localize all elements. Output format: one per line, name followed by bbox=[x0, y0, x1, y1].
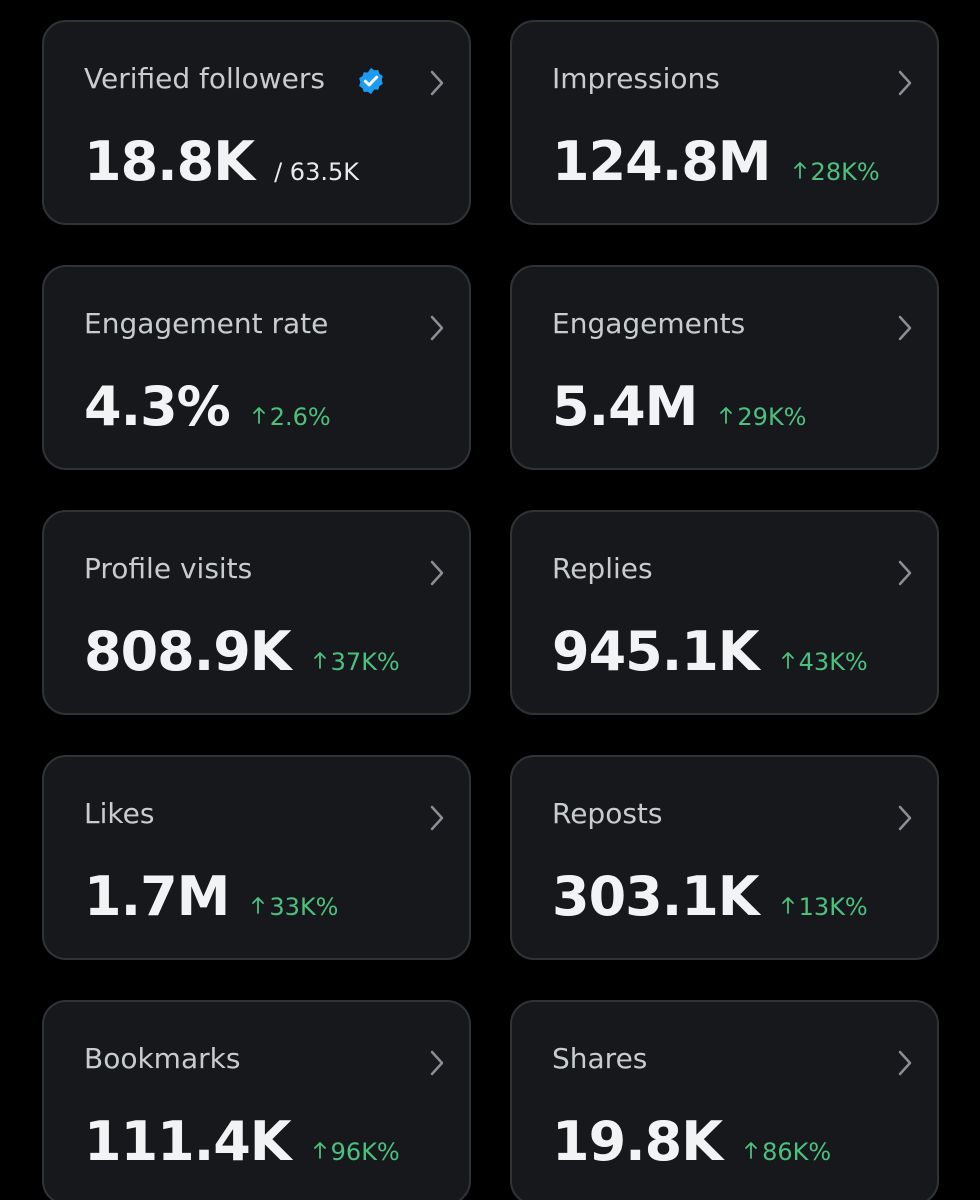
chevron-icon bbox=[898, 560, 912, 586]
metric-label: Shares bbox=[552, 1042, 648, 1075]
metric-total: / 63.5K bbox=[274, 158, 359, 186]
change-text: 86K% bbox=[762, 1138, 832, 1166]
metric-value: 303.1K bbox=[552, 865, 760, 928]
up-arrow-icon bbox=[745, 1142, 757, 1159]
change-text: 2.6% bbox=[269, 403, 331, 431]
metric-row: 303.1K 13K% bbox=[552, 865, 868, 928]
change-text: 43K% bbox=[798, 648, 868, 676]
metric-row: 945.1K 43K% bbox=[552, 620, 868, 683]
metric-card[interactable]: Engagements 5.4M 29K% bbox=[510, 265, 939, 470]
metric-change: 29K% bbox=[719, 403, 807, 431]
up-arrow-icon bbox=[793, 162, 806, 179]
up-arrow-icon bbox=[313, 652, 326, 669]
metric-card[interactable]: Bookmarks 111.4K 96K% bbox=[42, 1000, 471, 1200]
metric-change: 86K% bbox=[744, 1138, 831, 1166]
metric-row: 4.3% 2.6% bbox=[84, 375, 331, 438]
metric-change: 2.6% bbox=[252, 403, 331, 431]
chevron-icon bbox=[430, 1050, 444, 1076]
chevron-icon bbox=[430, 315, 444, 341]
metric-card[interactable]: Profile visits 808.9K 37K% bbox=[42, 510, 471, 715]
metric-value: 945.1K bbox=[552, 620, 760, 683]
metric-row: 18.8K / 63.5K bbox=[84, 130, 359, 193]
chevron-icon bbox=[898, 70, 912, 96]
metric-change: 13K% bbox=[781, 893, 868, 921]
metric-value: 111.4K bbox=[84, 1110, 292, 1173]
metric-change: 43K% bbox=[781, 648, 868, 676]
metric-change: 37K% bbox=[313, 648, 400, 676]
metric-label: Reposts bbox=[552, 797, 663, 830]
metric-row: 124.8M 28K% bbox=[552, 130, 880, 193]
metric-change: 33K% bbox=[251, 893, 339, 921]
chevron-icon bbox=[898, 805, 912, 831]
up-arrow-icon bbox=[313, 1142, 326, 1159]
up-arrow-icon bbox=[252, 407, 265, 424]
up-arrow-icon bbox=[781, 897, 794, 914]
chevron-icon bbox=[430, 805, 444, 831]
metric-card[interactable]: Reposts 303.1K 13K% bbox=[510, 755, 939, 960]
metric-label: Impressions bbox=[552, 62, 720, 95]
metric-card[interactable]: Shares 19.8K 86K% bbox=[510, 1000, 939, 1200]
metric-label: Profile visits bbox=[84, 552, 253, 585]
metric-label: Engagement rate bbox=[84, 307, 329, 340]
change-text: 28K% bbox=[810, 158, 880, 186]
chevron-icon bbox=[430, 70, 444, 96]
metric-label: Bookmarks bbox=[84, 1042, 241, 1075]
metric-label: Likes bbox=[84, 797, 155, 830]
metric-card[interactable]: Verified followers 18.8K / 63.5K bbox=[42, 20, 471, 225]
metric-label: Replies bbox=[552, 552, 653, 585]
metric-row: 808.9K 37K% bbox=[84, 620, 400, 683]
verified-badge bbox=[359, 67, 383, 95]
chevron-icon bbox=[898, 315, 912, 341]
metric-card[interactable]: Engagement rate 4.3% 2.6% bbox=[42, 265, 471, 470]
metric-value: 18.8K bbox=[84, 130, 255, 193]
metric-change: 28K% bbox=[793, 158, 880, 186]
metric-value: 19.8K bbox=[552, 1110, 723, 1173]
chevron-icon bbox=[430, 560, 444, 586]
metric-row: 5.4M 29K% bbox=[552, 375, 807, 438]
metric-card[interactable]: Likes 1.7M 33K% bbox=[42, 755, 471, 960]
metric-label: Engagements bbox=[552, 307, 746, 340]
change-text: 37K% bbox=[330, 648, 400, 676]
up-arrow-icon bbox=[781, 652, 794, 669]
change-text: 96K% bbox=[330, 1138, 400, 1166]
metric-value: 808.9K bbox=[84, 620, 292, 683]
change-text: 29K% bbox=[737, 403, 807, 431]
metric-row: 111.4K 96K% bbox=[84, 1110, 400, 1173]
metric-value: 124.8M bbox=[552, 130, 772, 193]
up-arrow-icon bbox=[720, 407, 733, 424]
metric-value: 1.7M bbox=[84, 865, 230, 928]
metric-label: Verified followers bbox=[84, 62, 325, 95]
change-text: 33K% bbox=[269, 893, 339, 921]
metric-value: 4.3% bbox=[84, 375, 231, 438]
metric-value: 5.4M bbox=[552, 375, 698, 438]
metric-row: 19.8K 86K% bbox=[552, 1110, 831, 1173]
change-text: 13K% bbox=[798, 893, 868, 921]
chevron-icon bbox=[898, 1050, 912, 1076]
up-arrow-icon bbox=[252, 897, 265, 914]
metric-change: 96K% bbox=[313, 1138, 400, 1166]
metric-card[interactable]: Impressions 124.8M 28K% bbox=[510, 20, 939, 225]
metric-row: 1.7M 33K% bbox=[84, 865, 339, 928]
metric-card[interactable]: Replies 945.1K 43K% bbox=[510, 510, 939, 715]
